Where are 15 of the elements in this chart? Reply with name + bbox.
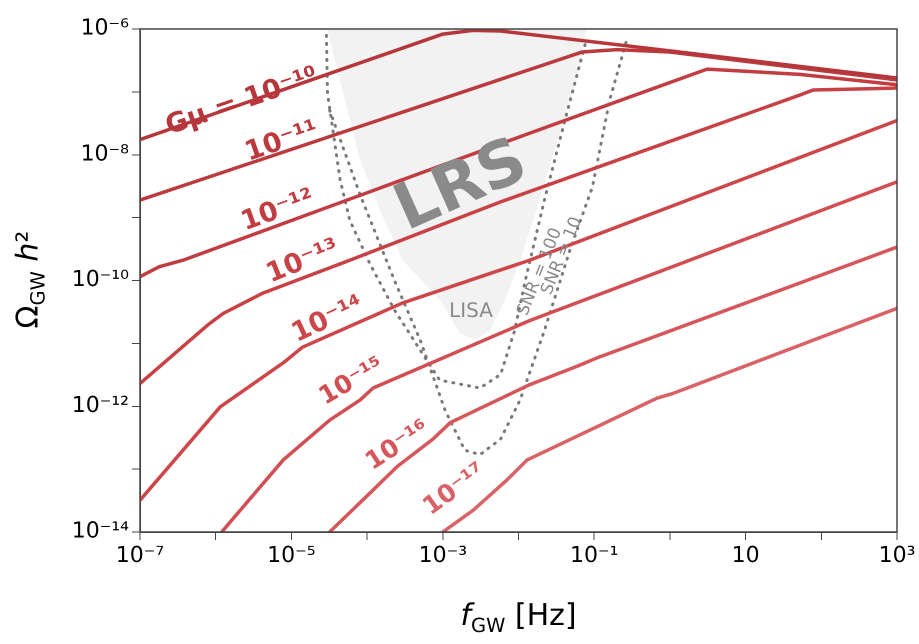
x-axis-title: f$_{GW}$ [Hz] (459, 598, 578, 637)
x-tick-label: 10³ (878, 542, 916, 568)
annotation: LISA (449, 298, 494, 322)
x-tick-label: 10⁻³ (418, 542, 468, 568)
y-tick-label: 10⁻¹⁴ (72, 518, 130, 544)
x-tick-label: 10⁻¹ (570, 542, 618, 568)
x-tick-label: 10⁻⁷ (116, 542, 164, 568)
x-tick-label: 10 (732, 542, 760, 568)
y-tick-label: 10⁻⁸ (80, 141, 130, 166)
y-tick-label: 10⁻⁶ (80, 16, 130, 41)
text: 10⁻¹¹ (240, 114, 322, 168)
series-label: LRS (382, 122, 538, 246)
x-tick-label: 10⁻⁵ (267, 542, 316, 568)
y-tick-label: 10⁻¹⁰ (72, 267, 130, 292)
y-tick-label: 10⁻¹² (72, 392, 129, 418)
